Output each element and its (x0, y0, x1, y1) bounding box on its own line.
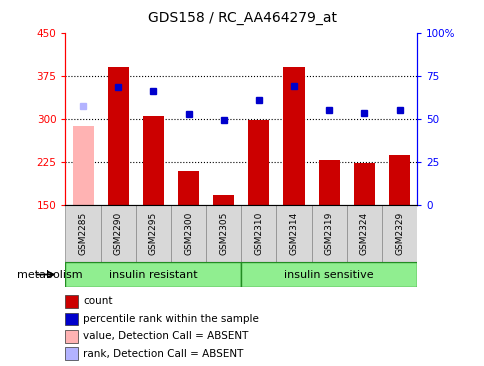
Bar (178, 171, 199, 205)
Bar (213, 195, 234, 205)
Text: count: count (83, 296, 112, 306)
Text: GSM2329: GSM2329 (394, 212, 403, 255)
Bar (283, 67, 304, 205)
Text: GSM2310: GSM2310 (254, 212, 263, 255)
Bar (248, 120, 269, 205)
Bar (241, 205, 276, 262)
Bar (65, 313, 77, 325)
Bar (206, 205, 241, 262)
Text: GDS158 / RC_AA464279_at: GDS158 / RC_AA464279_at (148, 11, 336, 25)
Bar (72, 126, 93, 205)
Text: GSM2300: GSM2300 (183, 212, 193, 255)
Bar (171, 205, 206, 262)
Bar (107, 67, 128, 205)
Bar (136, 205, 171, 262)
Text: GSM2324: GSM2324 (359, 212, 368, 255)
Text: rank, Detection Call = ABSENT: rank, Detection Call = ABSENT (83, 349, 243, 359)
Bar (65, 330, 77, 343)
Text: GSM2290: GSM2290 (113, 212, 122, 255)
Bar (142, 116, 164, 205)
Text: GSM2285: GSM2285 (78, 212, 88, 255)
Bar (65, 295, 77, 308)
Bar (353, 163, 374, 205)
Text: metabolism: metabolism (17, 269, 82, 280)
Bar (65, 262, 241, 287)
Text: GSM2295: GSM2295 (149, 212, 158, 255)
Bar (241, 262, 416, 287)
Bar (346, 205, 381, 262)
Bar (388, 154, 409, 205)
Text: GSM2319: GSM2319 (324, 212, 333, 255)
Text: GSM2305: GSM2305 (219, 212, 228, 255)
Text: insulin resistant: insulin resistant (109, 269, 197, 280)
Bar (311, 205, 346, 262)
Text: insulin sensitive: insulin sensitive (284, 269, 373, 280)
Bar (65, 347, 77, 360)
Text: percentile rank within the sample: percentile rank within the sample (83, 314, 258, 324)
Bar (276, 205, 311, 262)
Text: GSM2314: GSM2314 (289, 212, 298, 255)
Bar (65, 205, 101, 262)
Bar (101, 205, 136, 262)
Bar (318, 160, 339, 205)
Bar (381, 205, 416, 262)
Text: value, Detection Call = ABSENT: value, Detection Call = ABSENT (83, 331, 248, 341)
